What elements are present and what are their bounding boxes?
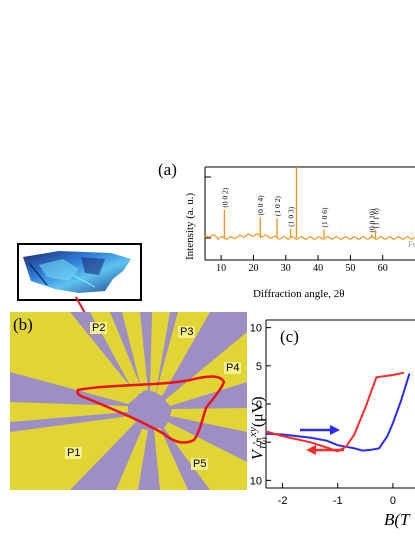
hall-ytick-label: 10 (250, 323, 262, 335)
flake-image (23, 251, 131, 293)
hall-xtick-label: 0 (390, 495, 396, 507)
hall-ylabel: V1ωxy(μV) (247, 396, 270, 460)
hall-ytick-label: 5 (256, 361, 262, 373)
xrd-xtick-label: 10 (216, 263, 226, 274)
sweep-arrow-right (300, 425, 340, 435)
xrd-ylabel: Intensity (a. u.) (184, 192, 196, 260)
panel-a-label: (a) (158, 160, 177, 179)
panel-c-label: (c) (280, 327, 299, 346)
xrd-peak-label: (1 0 2) (273, 196, 282, 216)
xrd-peak-label: (1 0 3) (287, 206, 296, 226)
hall-xticks: -2 -1 0 (278, 483, 396, 507)
xrd-xtick-label: 60 (378, 263, 388, 274)
xrd-peak-label: (1 0 6) (320, 207, 329, 227)
hall-ylabel-sup: xy (247, 427, 259, 437)
probe-label-p2: P2 (90, 322, 108, 334)
hall-ytick-label: -10 (250, 475, 262, 487)
probe-label-p5: P5 (191, 458, 209, 470)
xrd-peak-label: (0 0 4) (256, 195, 265, 215)
xrd-chart: 10 20 30 40 50 60 (0 0 2) (0 0 4) (1 0 2) (1 0 3… (204, 166, 415, 274)
xrd-partial-text: Fe (408, 240, 415, 249)
hall-series-red (265, 371, 405, 453)
flake-photo (17, 243, 142, 301)
device-image: (b) P2 P3 P4 P1 P5 (10, 312, 247, 490)
hall-ytick-label: -5 (252, 437, 262, 449)
hall-xlabel: B(T (384, 510, 410, 529)
xrd-peak-labels: (0 0 2)(0 0 4)(1 0 2)(1 0 3)(0 0 6)(1 0 … (220, 167, 381, 238)
probe-label-p1: P1 (65, 447, 83, 459)
hall-xtick-label: -1 (333, 495, 343, 507)
xrd-xlabel: Diffraction angle, 2θ (253, 288, 345, 300)
sweep-arrow-left (306, 445, 344, 455)
panel-b-label: (b) (13, 315, 33, 334)
device-electrodes (10, 312, 247, 490)
hall-xtick-label: -2 (278, 495, 288, 507)
probe-label-p3: P3 (178, 326, 196, 338)
hall-ylabel-sub: 1ω (257, 436, 270, 451)
xrd-peak-label: (1 1 6) (372, 208, 381, 228)
xrd-peak-label: (0 0 2) (220, 187, 229, 207)
xrd-peak-label: (0 0 10) (368, 208, 377, 232)
hall-ylabel-main: V (249, 450, 267, 460)
xrd-xtick-label: 50 (345, 263, 355, 274)
xrd-xtick-label: 20 (248, 263, 258, 274)
xrd-trace (204, 233, 415, 241)
xrd-xticks: 10 20 30 40 50 60 (216, 255, 388, 274)
probe-label-p4: P4 (224, 362, 242, 374)
xrd-xtick-label: 40 (313, 263, 323, 274)
hall-ytick-label: 0 (256, 399, 262, 411)
hall-yticks: 10 5 0 -5 -10 (250, 323, 271, 487)
xrd-xtick-label: 30 (281, 263, 291, 274)
hall-series-blue (265, 373, 411, 452)
hall-ylabel-unit: (μV) (249, 396, 267, 428)
